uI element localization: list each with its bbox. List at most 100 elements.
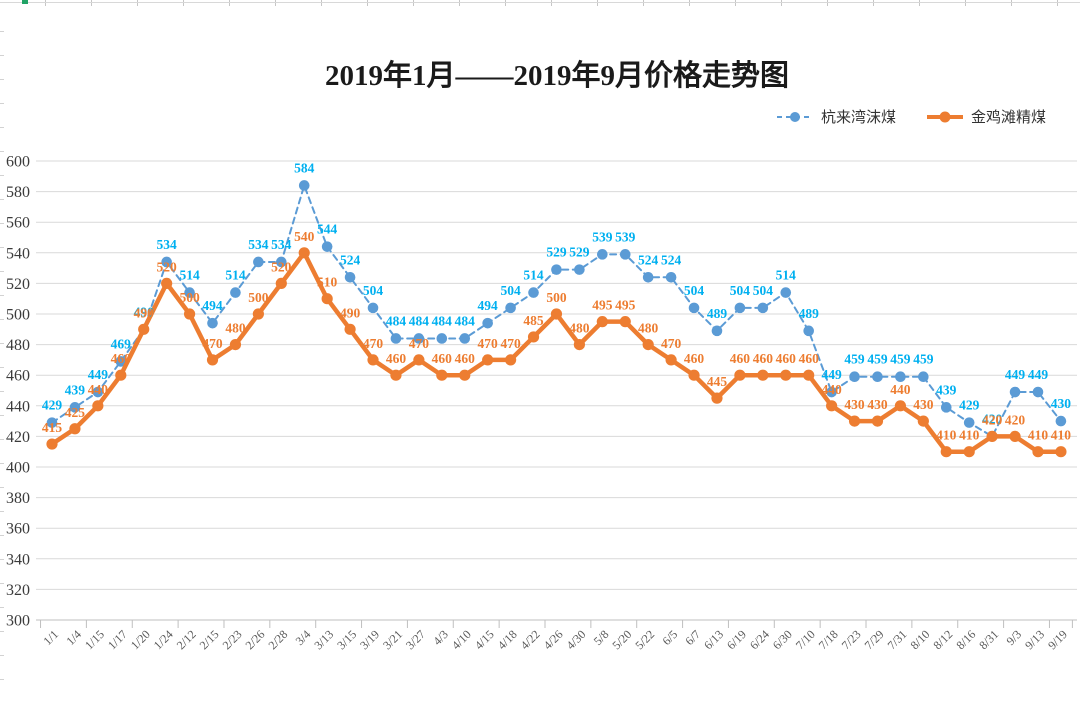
legend-label-jinjitan: 金鸡滩精煤 <box>971 109 1047 126</box>
data-point-1 <box>665 354 677 366</box>
data-point-1 <box>252 308 264 320</box>
y-axis-label: 440 <box>6 398 30 415</box>
data-label-1: 445 <box>707 374 728 389</box>
x-axis-label: 6/24 <box>747 627 772 652</box>
data-point-1 <box>436 369 448 381</box>
data-label-1: 480 <box>638 321 659 336</box>
data-label-1: 460 <box>776 351 797 366</box>
data-label-0: 544 <box>317 222 338 237</box>
x-axis-label: 3/19 <box>357 627 382 652</box>
data-point-0 <box>482 317 493 329</box>
data-point-0 <box>1032 386 1044 398</box>
spreadsheet-top-grid-line <box>0 2 1080 3</box>
x-axis-label: 8/16 <box>953 627 978 652</box>
x-axis-label: 1/1 <box>40 627 61 648</box>
data-point-0 <box>780 287 792 298</box>
data-label-1: 460 <box>111 351 132 366</box>
data-label-1: 430 <box>844 397 865 412</box>
x-axis-label: 7/31 <box>885 627 910 652</box>
data-label-0: 429 <box>42 398 63 413</box>
data-point-0 <box>1055 415 1067 427</box>
x-axis-label: 6/5 <box>659 627 680 648</box>
data-point-0 <box>367 302 379 314</box>
x-axis-label: 1/4 <box>63 627 84 648</box>
data-label-0: 469 <box>111 336 132 351</box>
data-point-0 <box>642 271 654 283</box>
data-point-0 <box>528 287 539 298</box>
data-point-1 <box>46 438 58 450</box>
data-point-1 <box>619 316 631 328</box>
data-point-1 <box>1009 430 1021 442</box>
x-axis-label: 8/31 <box>976 627 1001 652</box>
data-point-1 <box>321 293 333 305</box>
data-label-0: 514 <box>776 268 797 283</box>
data-point-0 <box>184 287 195 298</box>
data-point-1 <box>92 400 104 412</box>
data-point-1 <box>711 392 723 404</box>
data-point-1 <box>344 323 356 335</box>
data-point-1 <box>115 369 127 381</box>
data-point-0 <box>757 302 769 314</box>
data-label-0: 504 <box>730 283 751 298</box>
data-label-0: 449 <box>1028 367 1049 382</box>
data-point-1 <box>527 331 540 343</box>
data-point-0 <box>207 317 218 329</box>
x-axis-label: 3/21 <box>380 627 405 652</box>
data-label-0: 430 <box>1051 396 1072 411</box>
data-label-1: 460 <box>432 351 453 366</box>
data-point-0 <box>574 264 585 275</box>
data-point-0 <box>849 371 860 383</box>
x-axis-label: 1/17 <box>105 627 130 652</box>
data-label-0: 504 <box>753 283 774 298</box>
x-axis-label: 1/20 <box>128 627 153 652</box>
data-point-1 <box>206 354 219 366</box>
y-axis-label: 340 <box>6 551 30 568</box>
data-label-0: 529 <box>546 245 567 260</box>
data-point-1 <box>894 400 907 412</box>
chart-title: 2019年1月——2019年9月价格走势图 <box>324 60 789 92</box>
data-point-1 <box>275 277 287 289</box>
x-axis-label: 8/10 <box>907 627 932 652</box>
y-axis-label: 380 <box>6 490 30 507</box>
data-point-1 <box>138 323 150 335</box>
x-axis-label: 4/10 <box>449 627 474 652</box>
x-axis-label: 2/12 <box>174 627 199 652</box>
y-axis-label: 560 <box>6 215 30 232</box>
x-axis-label: 7/10 <box>793 627 818 652</box>
y-axis-label: 480 <box>6 337 30 354</box>
y-axis-label: 420 <box>6 429 30 446</box>
data-label-1: 520 <box>157 259 178 274</box>
x-axis-label: 4/15 <box>472 627 497 652</box>
data-point-0 <box>298 180 310 191</box>
data-point-1 <box>413 354 425 366</box>
data-point-0 <box>963 417 975 428</box>
data-label-0: 494 <box>202 298 223 313</box>
data-point-0 <box>505 302 516 314</box>
data-label-1: 500 <box>546 290 567 305</box>
data-point-1 <box>596 316 608 328</box>
data-point-0 <box>1009 386 1021 398</box>
data-point-1 <box>848 415 861 427</box>
x-axis-label: 8/12 <box>930 627 955 652</box>
data-point-0 <box>276 256 287 268</box>
x-axis-label: 2/28 <box>265 627 290 652</box>
y-axis-label: 540 <box>6 245 30 262</box>
data-label-0: 534 <box>248 237 269 252</box>
data-label-0: 449 <box>1005 367 1026 382</box>
x-axis-label: 9/13 <box>1022 627 1047 652</box>
data-label-0: 489 <box>799 306 820 321</box>
x-axis-label: 3/4 <box>293 627 314 648</box>
data-point-0 <box>711 325 723 337</box>
data-point-1 <box>871 415 884 427</box>
data-label-1: 470 <box>409 336 430 351</box>
data-label-1: 410 <box>959 428 980 443</box>
data-point-1 <box>573 339 585 351</box>
data-point-1 <box>940 446 952 458</box>
y-axis-label: 320 <box>6 582 30 599</box>
spreadsheet-top-grid-ticks <box>0 0 1080 6</box>
data-point-0 <box>597 249 608 260</box>
data-label-0: 449 <box>821 367 842 382</box>
y-axis-label: 500 <box>6 307 30 324</box>
data-label-0: 514 <box>523 268 544 283</box>
